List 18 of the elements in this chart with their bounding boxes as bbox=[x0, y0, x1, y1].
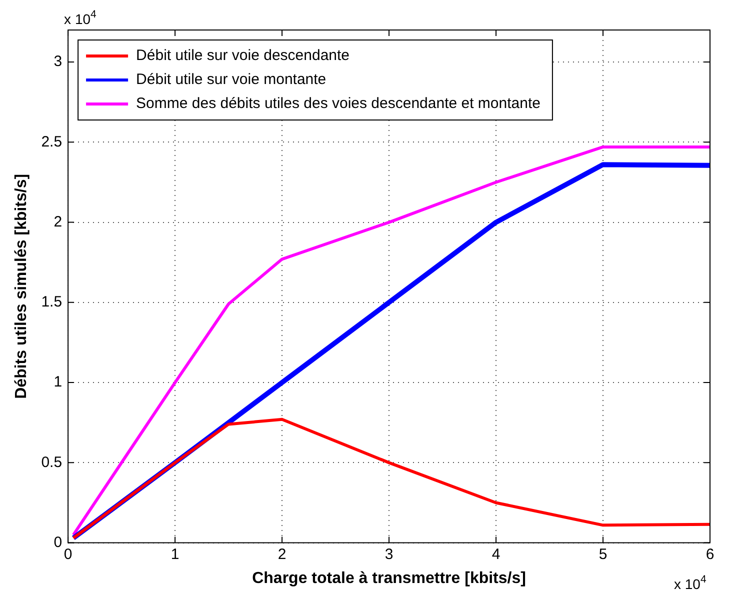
y-tick-label: 2.5 bbox=[41, 133, 62, 150]
x-tick-label: 1 bbox=[170, 546, 180, 563]
x-tick-label: 5 bbox=[598, 546, 608, 563]
y-tick-label: 0.5 bbox=[41, 454, 62, 471]
x-axis-title: Charge totale à transmettre [kbits/s] bbox=[252, 570, 526, 587]
y-tick-label: 1.5 bbox=[41, 294, 62, 311]
legend-label: Débit utile sur voie descendante bbox=[136, 47, 350, 64]
y-tick-label: 0 bbox=[54, 534, 62, 551]
x-tick-label: 4 bbox=[492, 546, 500, 563]
y-tick-label: 2 bbox=[54, 213, 62, 230]
y-axis-title: Débits utiles simulés [kbits/s] bbox=[13, 174, 30, 399]
x-tick-label: 6 bbox=[706, 546, 714, 563]
x-tick-label: 3 bbox=[384, 546, 394, 563]
y-tick-label: 1 bbox=[54, 374, 62, 391]
legend-label: Débit utile sur voie montante bbox=[136, 71, 326, 88]
legend-label: Somme des débits utiles des voies descendante et montante bbox=[136, 95, 540, 112]
y-tick-label: 3 bbox=[54, 53, 62, 70]
x-tick-label: 2 bbox=[278, 546, 286, 563]
